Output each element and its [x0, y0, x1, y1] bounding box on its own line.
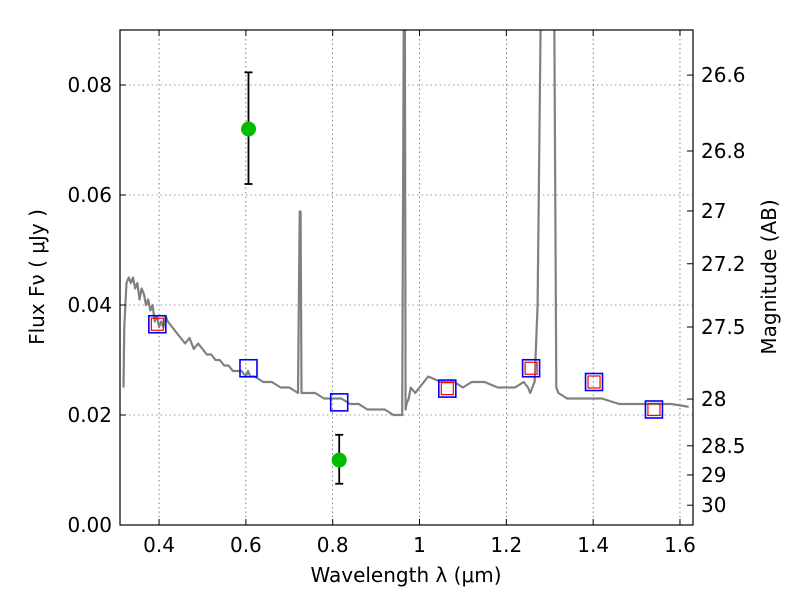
blue-square-marker — [521, 358, 541, 378]
y-tick-label: 0.04 — [67, 293, 112, 317]
red-square-marker — [647, 402, 661, 417]
red-square-marker — [524, 361, 538, 375]
y-tick-label: 0.08 — [67, 73, 112, 97]
blue-square-marker — [644, 400, 664, 419]
red-square-marker — [440, 382, 454, 396]
axis-ticks — [120, 30, 693, 526]
x-tick-label: 1.2 — [490, 533, 522, 557]
y-tick-label: 0.06 — [67, 183, 112, 207]
model-spectrum-line — [122, 30, 689, 417]
data-markers — [148, 71, 664, 485]
magnitude-tick-label: 28.5 — [701, 434, 746, 458]
blue-square-marker — [438, 379, 457, 398]
blue-square-marker — [584, 372, 604, 392]
y-axis-label: Flux Fν ( μJy ) — [25, 209, 49, 345]
magnitude-tick-label: 26.8 — [701, 139, 746, 163]
blue-square-marker — [329, 393, 349, 412]
x-tick-label: 1.4 — [577, 533, 609, 557]
x-axis-label: Wavelength λ (μm) — [310, 563, 501, 587]
magnitude-tick-label: 29 — [701, 463, 726, 487]
magnitude-tick-label: 30 — [701, 493, 726, 517]
x-tick-label: 0.4 — [143, 533, 175, 557]
observed-point — [331, 452, 347, 468]
magnitude-tick-label: 26.6 — [701, 63, 746, 87]
blue-square-marker — [148, 314, 167, 334]
x-tick-label: 0.6 — [230, 533, 262, 557]
magnitude-tick-label: 28 — [701, 387, 726, 411]
x-tick-label: 1 — [413, 533, 426, 557]
y-tick-label: 0.00 — [67, 513, 112, 537]
tick-labels: 0.4 0.6 0.8 1 1.2 1.4 1.6 0.00 0.02 0.04 0.06 0.08 2… — [67, 63, 745, 557]
model-spectrum — [122, 30, 689, 417]
grid-lines — [120, 30, 693, 526]
y-tick-label: 0.02 — [67, 403, 112, 427]
magnitude-tick-label: 27.2 — [701, 252, 746, 276]
magnitude-tick-label: 27.5 — [701, 315, 746, 339]
plot-frame — [119, 29, 694, 526]
x-tick-label: 0.8 — [317, 533, 349, 557]
red-square-marker — [587, 375, 601, 389]
x-tick-label: 1.6 — [664, 533, 696, 557]
observed-point — [240, 121, 256, 137]
magnitude-tick-label: 27 — [701, 199, 726, 223]
right-axis-label: Magnitude (AB) — [757, 199, 781, 354]
red-square-marker — [150, 317, 164, 331]
blue-square-marker — [239, 358, 258, 378]
